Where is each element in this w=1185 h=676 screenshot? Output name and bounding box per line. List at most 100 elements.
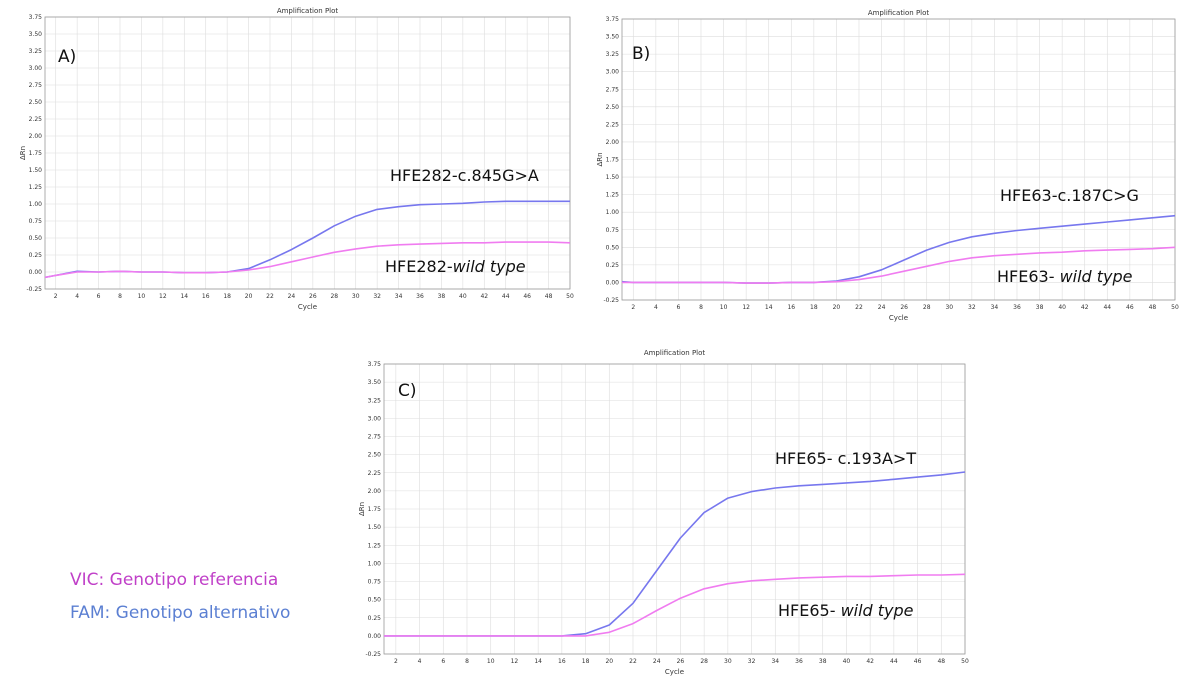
x-tick-label: 48 [545,293,553,300]
x-tick-label: 28 [923,304,931,311]
x-tick-label: 46 [1126,304,1134,311]
x-tick-label: 26 [309,293,317,300]
y-tick-label: -0.25 [603,297,619,304]
x-tick-label: 4 [75,293,79,300]
y-tick-label: 3.25 [29,48,43,55]
y-tick-label: 1.50 [606,174,620,181]
x-tick-label: 24 [653,658,661,665]
x-tick-label: 6 [97,293,101,300]
chart-panel-a: Amplification Plot 3.75 3.50 3.25 3.00 2.75 2.… [19,4,580,314]
x-tick-label: 22 [629,658,637,665]
x-tick-label: 32 [373,293,381,300]
x-tick-label: 16 [202,293,210,300]
chart-title: Amplification Plot [644,349,706,357]
y-tick-label: 0.50 [368,597,382,604]
x-tick-label: 28 [330,293,338,300]
x-tick-label: 8 [465,658,469,665]
y-tick-label: 0.75 [606,227,620,234]
amplification-plot-b: Amplification Plot 3.75 3.50 3.25 3.00 2.75 2.… [596,9,1179,322]
annotation-fam: HFE63-c.187C>G [1000,186,1139,205]
x-axis-label: Cycle [298,303,317,311]
x-tick-label: 36 [1013,304,1021,311]
y-tick-label: 1.50 [29,167,43,174]
x-tick-label: 12 [742,304,750,311]
chart-panel-b: Amplification Plot 3.75 3.50 3.25 3.00 2.75 2.… [592,6,1182,326]
y-tick-label: 0.50 [606,244,620,251]
y-tick-label: 2.00 [368,488,382,495]
y-tick-label: 2.75 [368,434,382,441]
x-tick-label: 14 [534,658,542,665]
y-tick-label: 2.75 [606,86,620,93]
x-tick-label: 40 [843,658,851,665]
x-axis-label: Cycle [665,668,684,676]
series-line-vic [622,246,1176,284]
x-axis-label: Cycle [889,314,908,322]
x-tick-label: 8 [118,293,122,300]
y-tick-label: 2.25 [29,116,43,123]
y-tick-label: 2.25 [368,470,382,477]
x-tick-label: 2 [394,658,398,665]
y-tick-label: 2.00 [606,139,620,146]
x-tick-label: 38 [438,293,446,300]
x-tick-label: 48 [1149,304,1157,311]
y-tick-label: 0.00 [368,633,382,640]
y-tick-label: 2.25 [606,121,620,128]
y-tick-label: 1.00 [606,209,620,216]
x-tick-label: 20 [605,658,613,665]
legend-vic: VIC: Genotipo referencia [70,570,279,590]
x-tick-label: 44 [1103,304,1111,311]
x-tick-label: 10 [487,658,495,665]
panel-label: A) [58,47,76,67]
y-tick-label: 3.75 [368,361,382,368]
x-tick-label: 26 [677,658,685,665]
annotation-vic: HFE282-wild type [385,257,526,276]
annotation-fam: HFE282-c.845G>A [390,166,539,185]
x-tick-label: 18 [582,658,590,665]
y-tick-label: -0.25 [26,286,42,293]
x-tick-label: 46 [523,293,531,300]
y-tick-label: 2.50 [606,104,620,111]
x-tick-label: 40 [1058,304,1066,311]
y-tick-label: 0.25 [29,252,43,259]
grid [45,16,571,290]
x-tick-label: 20 [833,304,841,311]
y-tick-label: 0.25 [606,262,620,269]
panel-label: B) [632,44,650,64]
y-tick-label: 1.00 [29,201,43,208]
y-tick-label: 0.00 [606,279,620,286]
x-tick-label: 34 [991,304,999,311]
y-tick-label: 2.75 [29,82,43,89]
amplification-plot-a: Amplification Plot 3.75 3.50 3.25 3.00 2.75 2.… [19,7,574,311]
x-tick-label: 30 [945,304,953,311]
x-tick-label: 22 [855,304,863,311]
x-tick-label: 2 [631,304,635,311]
y-tick-label: 3.50 [368,379,382,386]
x-tick-label: 34 [395,293,403,300]
chart-title: Amplification Plot [868,9,930,17]
x-tick-label: 12 [511,658,519,665]
x-tick-label: 50 [1171,304,1179,311]
x-tick-label: 38 [1036,304,1044,311]
y-tick-label: 1.75 [29,150,43,157]
x-tick-label: 28 [700,658,708,665]
y-axis-label: ΔRn [596,152,604,166]
y-tick-label: 0.50 [29,235,43,242]
y-tick-label: 3.75 [606,16,620,23]
y-axis-label: ΔRn [358,502,366,516]
plot-frame [621,18,1176,301]
chart-title: Amplification Plot [277,7,339,15]
y-tick-label: 3.25 [368,397,382,404]
grid [622,18,1176,301]
x-tick-label: 30 [724,658,732,665]
panel-label: C) [398,381,417,401]
x-tick-label: 8 [699,304,703,311]
y-tick-label: 3.00 [368,415,382,422]
y-tick-label: -0.25 [365,651,381,658]
x-tick-label: 16 [787,304,795,311]
x-tick-label: 34 [771,658,779,665]
annotation-vic: HFE65- wild type [778,601,914,620]
x-tick-label: 12 [159,293,167,300]
x-tick-label: 42 [480,293,488,300]
y-tick-label: 3.75 [29,14,43,21]
y-tick-label: 0.25 [368,615,382,622]
